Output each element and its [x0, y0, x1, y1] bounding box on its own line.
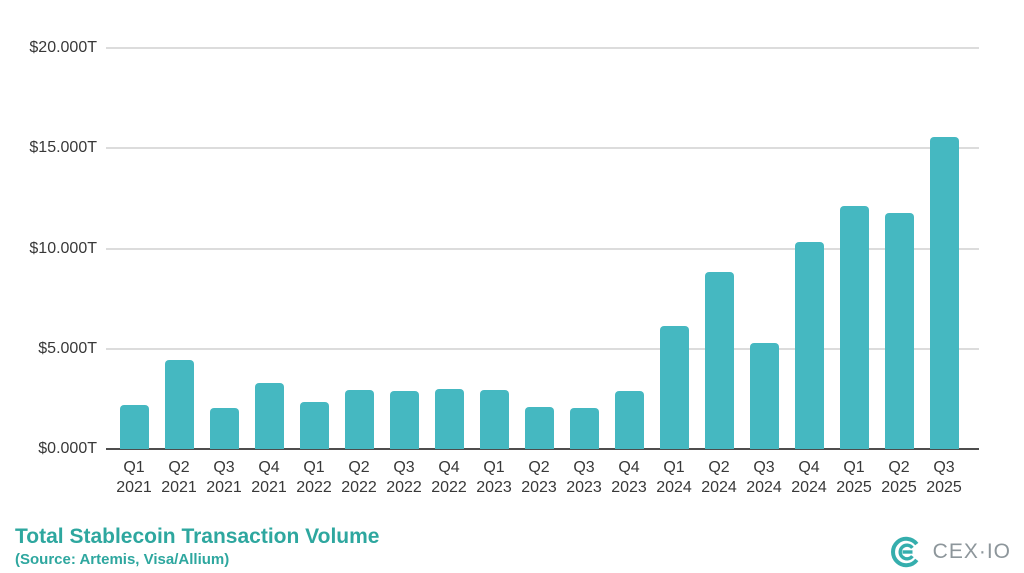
x-tick-quarter: Q4: [618, 459, 640, 476]
chart-source: (Source: Artemis, Visa/Allium): [15, 551, 230, 568]
x-tick-quarter: Q1: [303, 459, 325, 476]
x-tick-label: Q2 2021: [150, 458, 208, 498]
x-tick-year: 2022: [296, 479, 332, 496]
x-tick-quarter: Q4: [438, 459, 460, 476]
x-tick-label: Q4 2023: [600, 458, 658, 498]
x-tick-label: Q3 2021: [195, 458, 253, 498]
x-tick-label: Q1 2025: [825, 458, 883, 498]
x-tick-year: 2024: [791, 479, 827, 496]
x-tick-year: 2025: [836, 479, 872, 496]
x-tick-year: 2025: [926, 479, 962, 496]
y-tick-label: $0.000T: [38, 440, 97, 457]
x-tick-year: 2023: [566, 479, 602, 496]
x-tick-year: 2023: [521, 479, 557, 496]
bar-q2-2025: [884, 213, 914, 449]
x-tick-label: Q2 2025: [870, 458, 928, 498]
x-tick-quarter: Q2: [708, 459, 730, 476]
x-tick-year: 2024: [746, 479, 782, 496]
x-tick-label: Q4 2024: [780, 458, 838, 498]
bar-q4-2021: [254, 383, 284, 449]
x-tick-year: 2021: [251, 479, 287, 496]
x-tick-label: Q3 2022: [375, 458, 433, 498]
bar-q3-2024: [749, 343, 779, 449]
bar-q1-2022: [299, 402, 329, 449]
x-tick-year: 2022: [341, 479, 377, 496]
x-tick-label: Q3 2025: [915, 458, 973, 498]
x-tick-year: 2023: [476, 479, 512, 496]
gridline: [106, 247, 979, 250]
bar-q4-2023: [614, 391, 644, 449]
bar-q2-2021: [164, 360, 194, 449]
x-tick-label: Q2 2024: [690, 458, 748, 498]
bar-q3-2023: [569, 408, 599, 449]
x-tick-label: Q1 2022: [285, 458, 343, 498]
x-tick-year: 2022: [386, 479, 422, 496]
x-tick-year: 2024: [701, 479, 737, 496]
x-tick-quarter: Q2: [348, 459, 370, 476]
x-tick-quarter: Q2: [888, 459, 910, 476]
bar-q2-2022: [344, 390, 374, 449]
x-tick-quarter: Q1: [843, 459, 865, 476]
cexio-logo: CEX·IO: [889, 534, 1011, 570]
x-tick-year: 2021: [116, 479, 152, 496]
bar-q1-2021: [119, 405, 149, 449]
x-tick-quarter: Q4: [798, 459, 820, 476]
x-tick-label: Q3 2023: [555, 458, 613, 498]
gridline: [106, 47, 979, 49]
bar-q2-2024: [704, 272, 734, 449]
bar-q3-2021: [209, 408, 239, 449]
x-tick-quarter: Q2: [528, 459, 550, 476]
page-title: Total Stablecoin Transaction Volume: [15, 525, 380, 548]
y-tick-label: $10.000T: [29, 239, 97, 257]
x-tick-label: Q1 2023: [465, 458, 523, 498]
x-tick-year: 2022: [431, 479, 467, 496]
chart-footer: Total Stablecoin Transaction Volume (Sou…: [15, 524, 379, 569]
x-tick-quarter: Q3: [933, 459, 955, 476]
x-tick-quarter: Q3: [393, 459, 415, 476]
y-tick-label: $20.000T: [29, 39, 97, 56]
x-tick-quarter: Q3: [573, 459, 595, 476]
x-tick-year: 2023: [611, 479, 647, 496]
y-tick-label: $15.000T: [29, 139, 97, 157]
x-tick-label: Q3 2024: [735, 458, 793, 498]
x-tick-quarter: Q3: [213, 459, 235, 476]
bar-q2-2023: [524, 407, 554, 449]
gridline: [106, 347, 979, 350]
x-tick-label: Q1 2024: [645, 458, 703, 498]
bar-q4-2022: [434, 389, 464, 449]
bar-q3-2022: [389, 391, 419, 449]
gridline: [106, 147, 979, 150]
bar-q3-2025: [929, 137, 959, 449]
x-tick-quarter: Q4: [258, 459, 280, 476]
x-axis-line: [106, 448, 979, 450]
x-tick-quarter: Q1: [123, 459, 145, 476]
cexio-logo-text: CEX·IO: [932, 540, 1011, 563]
x-tick-label: Q1 2021: [105, 458, 163, 498]
x-tick-quarter: Q3: [753, 459, 775, 476]
x-tick-quarter: Q1: [483, 459, 505, 476]
bar-q1-2024: [659, 326, 689, 449]
bar-q1-2023: [479, 390, 509, 449]
x-tick-quarter: Q2: [168, 459, 190, 476]
x-tick-year: 2025: [881, 479, 917, 496]
bar-q1-2025: [839, 206, 869, 449]
y-tick-label: $5.000T: [38, 339, 97, 357]
cexio-logo-icon: [890, 536, 919, 568]
x-tick-label: Q4 2022: [420, 458, 478, 498]
bar-q4-2024: [794, 242, 824, 449]
x-tick-year: 2021: [161, 479, 197, 496]
x-tick-label: Q2 2023: [510, 458, 568, 498]
x-tick-year: 2021: [206, 479, 242, 496]
x-tick-year: 2024: [656, 479, 692, 496]
x-tick-label: Q4 2021: [240, 458, 298, 498]
x-tick-quarter: Q1: [663, 459, 685, 476]
x-tick-label: Q2 2022: [330, 458, 388, 498]
